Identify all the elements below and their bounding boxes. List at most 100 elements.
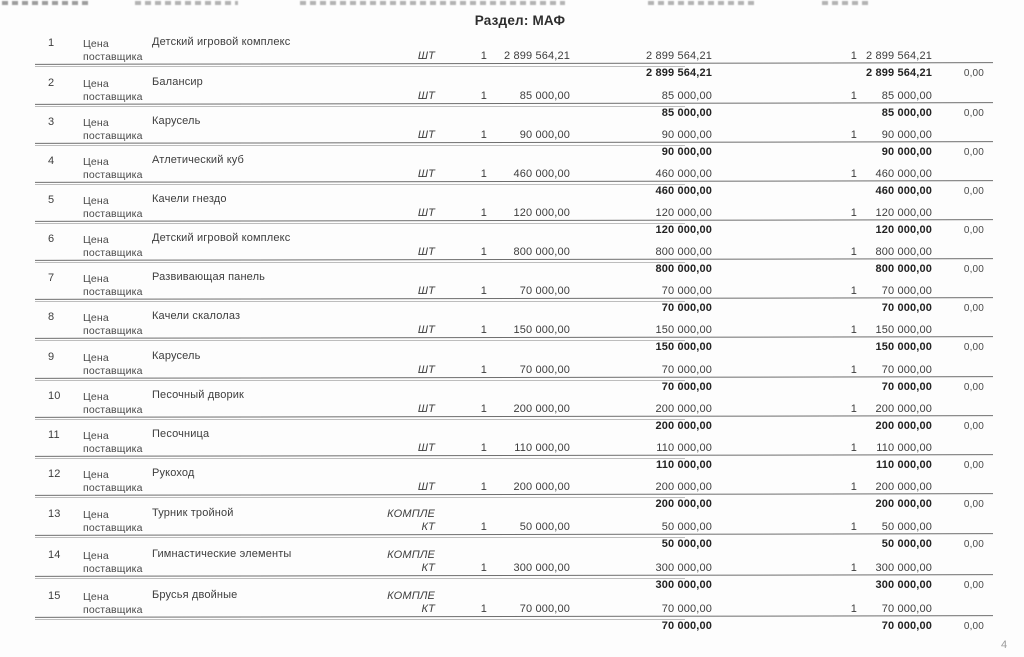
- row-divider-shadow: [35, 618, 685, 620]
- table-row: 13 Цена поставщика Турник тройной КОМПЛЕ…: [0, 507, 1024, 551]
- row-divider: [34, 180, 994, 183]
- table-row: 8 Цена поставщика Качели скалолаз ШТ 1 1…: [0, 310, 1024, 354]
- unit-label-line1: КОМПЛЕ: [387, 549, 435, 561]
- difference-value: 0,00: [963, 460, 984, 471]
- quantity: 1: [480, 442, 487, 454]
- row-total: 90 000,00: [661, 129, 712, 141]
- quantity-2: 1: [850, 481, 857, 493]
- supplier-price: 460 000,00: [513, 168, 570, 180]
- row-subtotal: 90 000,00: [661, 146, 712, 158]
- quantity-2: 1: [850, 246, 857, 258]
- row-number: 15: [48, 590, 61, 602]
- row-total: 70 000,00: [661, 603, 712, 615]
- row-divider-shadow: [35, 65, 685, 67]
- quantity-2: 1: [850, 364, 857, 376]
- row-total: 70 000,00: [661, 364, 712, 376]
- row-number: 13: [48, 508, 61, 520]
- price-type-label-line1: Цена: [83, 312, 109, 324]
- difference-value: 0,00: [963, 108, 984, 119]
- quantity: 1: [480, 129, 487, 141]
- item-name: Детский игровой комплекс: [152, 232, 291, 244]
- row-subtotal-2: 70 000,00: [881, 302, 932, 314]
- table-row: 9 Цена поставщика Карусель ШТ 1 70 000,0…: [0, 350, 1024, 394]
- row-subtotal: 85 000,00: [661, 107, 712, 119]
- price-type-label-line2: поставщика: [83, 482, 143, 494]
- quantity: 1: [480, 403, 487, 415]
- item-name: Качели гнездо: [152, 193, 227, 205]
- row-subtotal: 50 000,00: [661, 538, 712, 550]
- quantity-2: 1: [850, 603, 857, 615]
- row-total: 200 000,00: [655, 403, 712, 415]
- item-name: Балансир: [152, 76, 203, 88]
- quantity-2: 1: [850, 90, 857, 102]
- row-divider-shadow: [35, 536, 685, 538]
- row-divider-shadow: [35, 144, 685, 146]
- price-type-label-line1: Цена: [83, 38, 109, 50]
- row-number: 7: [48, 272, 55, 284]
- item-name: Песочница: [152, 428, 210, 440]
- scan-artifact: [822, 1, 870, 5]
- row-divider: [34, 219, 994, 222]
- row-number: 2: [48, 77, 55, 89]
- row-divider: [34, 376, 994, 379]
- quantity: 1: [480, 364, 487, 376]
- quantity: 1: [480, 207, 487, 219]
- difference-value: 0,00: [963, 68, 984, 79]
- price-2: 200 000,00: [875, 403, 932, 415]
- row-total: 110 000,00: [656, 442, 712, 454]
- supplier-price: 90 000,00: [519, 129, 570, 141]
- row-number: 12: [48, 468, 61, 480]
- table-row: 10 Цена поставщика Песочный дворик ШТ 1 …: [0, 389, 1024, 433]
- supplier-price: 120 000,00: [513, 207, 570, 219]
- table-row: 4 Цена поставщика Атлетический куб ШТ 1 …: [0, 154, 1024, 198]
- row-divider-shadow: [35, 496, 685, 498]
- table-row: 12 Цена поставщика Рукоход ШТ 1 200 000,…: [0, 467, 1024, 511]
- item-name: Турник тройной: [152, 507, 234, 519]
- row-subtotal-2: 110 000,00: [876, 459, 932, 471]
- row-subtotal-2: 50 000,00: [881, 538, 932, 550]
- difference-value: 0,00: [963, 382, 984, 393]
- supplier-price: 800 000,00: [513, 246, 570, 258]
- difference-value: 0,00: [963, 225, 984, 236]
- row-subtotal-2: 2 899 564,21: [865, 67, 932, 79]
- price-type-label-line1: Цена: [83, 509, 109, 521]
- unit-label: ШТ: [417, 481, 435, 493]
- row-subtotal: 70 000,00: [661, 381, 712, 393]
- scan-artifact: [648, 1, 757, 5]
- quantity-2: 1: [850, 562, 857, 574]
- row-subtotal-2: 460 000,00: [875, 185, 932, 197]
- unit-label: ШТ: [417, 90, 435, 102]
- row-number: 1: [48, 37, 55, 49]
- price-2: 2 899 564,21: [865, 50, 932, 62]
- item-name: Брусья двойные: [152, 589, 238, 601]
- price-type-label-line1: Цена: [83, 469, 109, 481]
- row-divider-shadow: [35, 339, 685, 341]
- row-divider: [34, 102, 994, 105]
- row-divider: [34, 297, 994, 300]
- quantity-2: 1: [850, 521, 857, 533]
- row-divider: [34, 493, 994, 496]
- row-divider-shadow: [35, 457, 685, 459]
- price-2: 90 000,00: [881, 129, 932, 141]
- row-total: 800 000,00: [655, 246, 712, 258]
- row-divider-shadow: [35, 261, 685, 263]
- row-total: 200 000,00: [655, 481, 712, 493]
- row-subtotal: 120 000,00: [655, 224, 712, 236]
- difference-value: 0,00: [963, 342, 984, 353]
- section-title: Раздел: МАФ: [474, 13, 566, 28]
- row-divider: [34, 454, 994, 457]
- scan-artifact: [135, 1, 238, 5]
- row-subtotal-2: 70 000,00: [881, 381, 932, 393]
- row-total: 85 000,00: [661, 90, 712, 102]
- price-type-label-line2: поставщика: [83, 208, 143, 220]
- quantity: 1: [480, 168, 487, 180]
- quantity: 1: [480, 603, 487, 615]
- row-subtotal: 110 000,00: [656, 459, 712, 471]
- row-number: 14: [48, 549, 61, 561]
- row-number: 9: [48, 351, 55, 363]
- difference-value: 0,00: [963, 421, 984, 432]
- row-subtotal-2: 90 000,00: [881, 146, 932, 158]
- supplier-price: 70 000,00: [519, 603, 570, 615]
- table-row: 1 Цена поставщика Детский игровой компле…: [0, 36, 1024, 80]
- quantity: 1: [480, 481, 487, 493]
